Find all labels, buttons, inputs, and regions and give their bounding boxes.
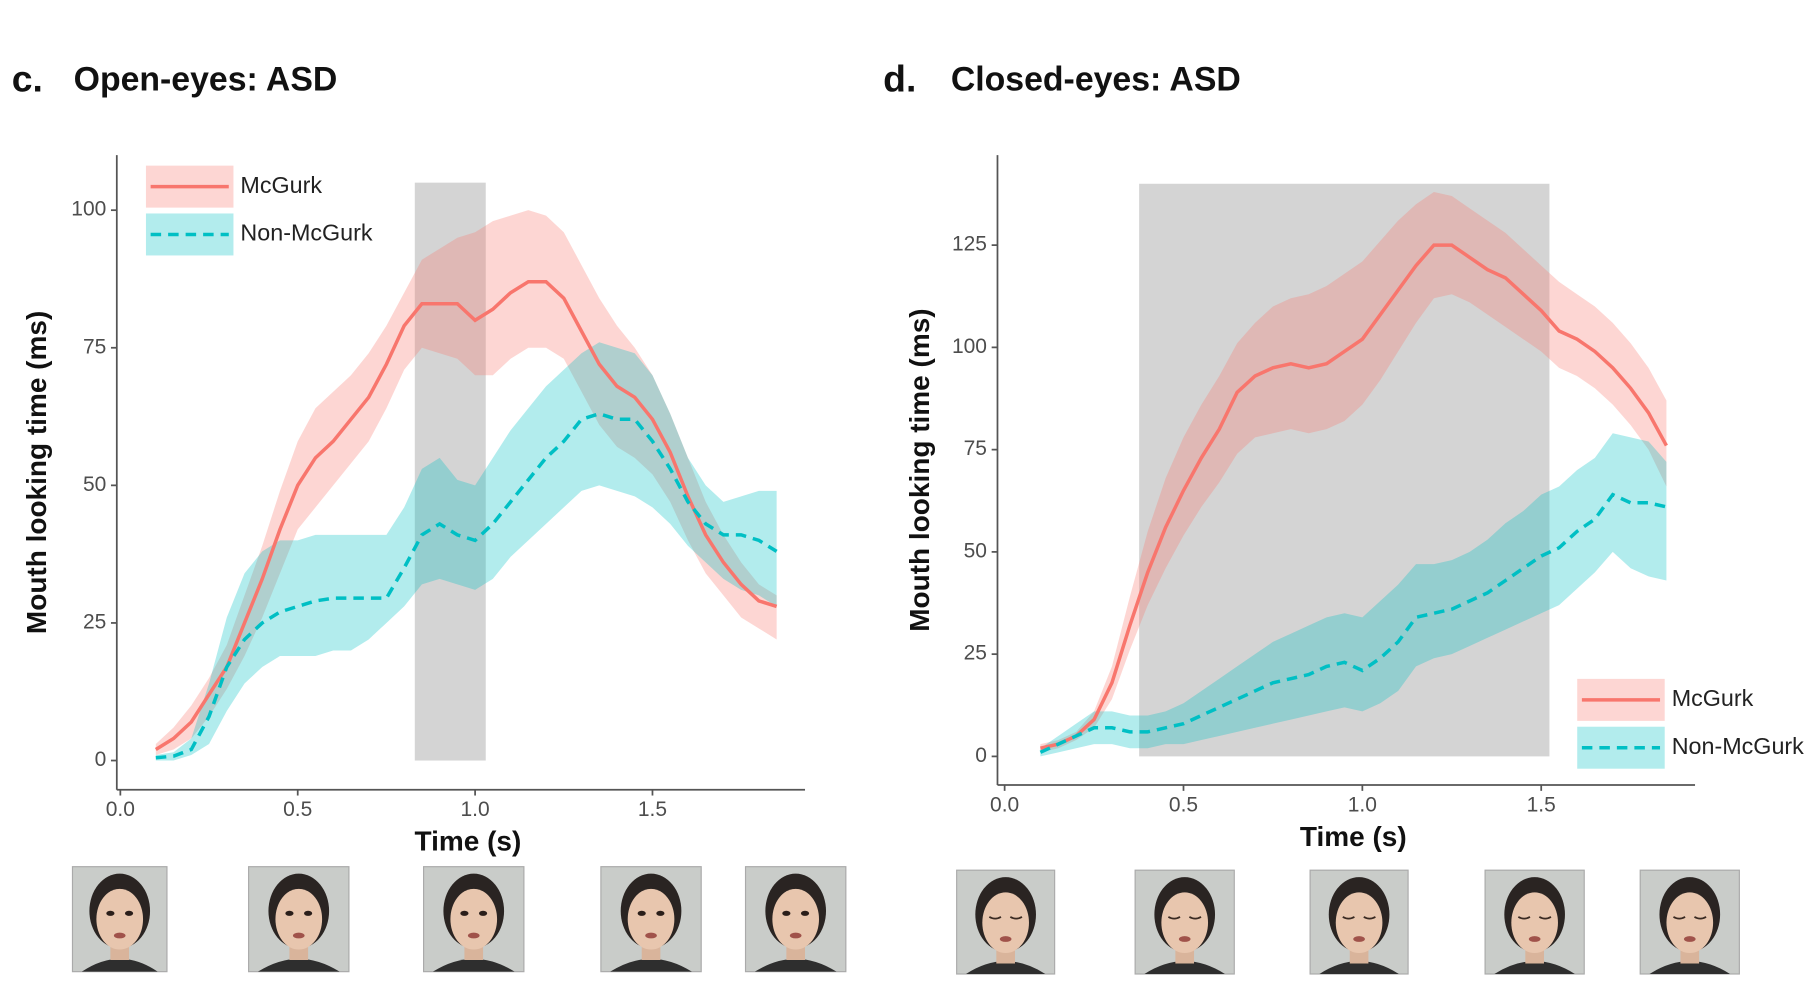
legend-label: McGurk [1672,685,1754,711]
x-tick-label: 1.0 [461,798,490,821]
y-tick-label: 75 [964,437,987,460]
face [982,892,1029,954]
face [1161,892,1209,954]
x-tick-label: 1.0 [1348,794,1377,817]
y-tick-label: 50 [83,473,106,496]
eye [285,910,294,916]
face [450,888,498,950]
face-thumbnail [1309,869,1409,975]
y-tick-label: 25 [83,610,106,633]
shoulders [432,958,515,972]
series-line [155,411,778,760]
mouth [1353,936,1365,942]
shoulders [965,961,1046,975]
confidence-band [1040,191,1667,753]
x-tick-label: 0.0 [106,798,135,821]
shoulders [1649,961,1731,975]
y-tick-label: 100 [71,198,106,221]
x-axis-title: Time (s) [415,826,522,857]
chart-title: Open-eyes: ASD [74,61,338,99]
y-tick-label: 75 [83,335,106,358]
x-axis-title: Time (s) [1300,821,1407,852]
shoulders [257,958,340,972]
eye [1673,916,1707,920]
highlight-region [414,182,486,761]
y-tick-label: 0 [975,744,987,767]
eye [124,910,134,916]
y-tick-label: 125 [952,233,987,256]
shoulders [754,958,837,972]
shoulders [1319,961,1399,975]
face [275,888,323,950]
eye [1167,916,1202,920]
x-tick-label: 0.5 [283,798,312,821]
confidence-band [155,342,777,761]
series-line [1039,492,1667,754]
confidence-band [1040,433,1667,757]
mouth [645,932,657,939]
eye [478,910,488,916]
eye [637,910,646,916]
confidence-band [155,210,777,756]
y-tick-label: 50 [964,539,987,562]
face-thumbnail [1639,869,1740,975]
legend-label: Non-McGurk [1672,733,1804,759]
eye [656,910,665,916]
shoulders [1144,961,1225,975]
y-tick-label: 100 [952,335,987,358]
mouth [999,936,1012,942]
y-tick-label: 0 [95,748,107,771]
eye [106,910,115,916]
face-thumbnail [1484,869,1585,975]
y-axis-title: Mouth looking time (ms) [21,311,52,634]
eye [1342,916,1376,920]
eye [460,910,469,916]
eye [1517,916,1552,920]
face [627,888,675,950]
face [1666,892,1714,954]
face [1511,892,1558,954]
face-thumbnail [956,869,1056,975]
chart-title: Closed-eyes: ASD [951,61,1241,99]
face-thumbnail [248,866,350,973]
shoulders [81,958,158,972]
mouth [1178,936,1191,942]
x-tick-label: 1.5 [1527,794,1556,817]
panel-label: d. [883,58,916,100]
legend-label: Non-McGurk [240,220,372,246]
legend-label: McGurk [240,172,322,198]
face-thumbnail [71,866,168,973]
series-line [1040,243,1668,750]
mouth [1683,936,1696,942]
face [1335,892,1383,954]
panel-label: c. [12,58,43,100]
x-tick-label: 0.5 [1169,794,1198,817]
x-tick-label: 0.0 [990,794,1019,817]
mouth [1528,936,1541,942]
eye [988,916,1023,920]
eye [800,910,810,916]
x-tick-label: 1.5 [638,798,667,821]
shoulders [610,958,692,972]
mouth [113,932,126,939]
mouth [292,932,305,939]
y-tick-label: 25 [964,642,987,665]
eye [782,910,791,916]
mouth [467,932,480,939]
face-thumbnail [422,866,525,973]
series-line [154,279,778,752]
y-axis-title: Mouth looking time (ms) [904,308,935,631]
face [96,888,144,950]
face-thumbnail [1134,869,1235,975]
eye [304,910,313,916]
face-thumbnail [600,866,702,973]
face [772,888,820,950]
mouth [789,932,802,939]
face-thumbnail [744,866,847,973]
shoulders [1494,961,1575,975]
